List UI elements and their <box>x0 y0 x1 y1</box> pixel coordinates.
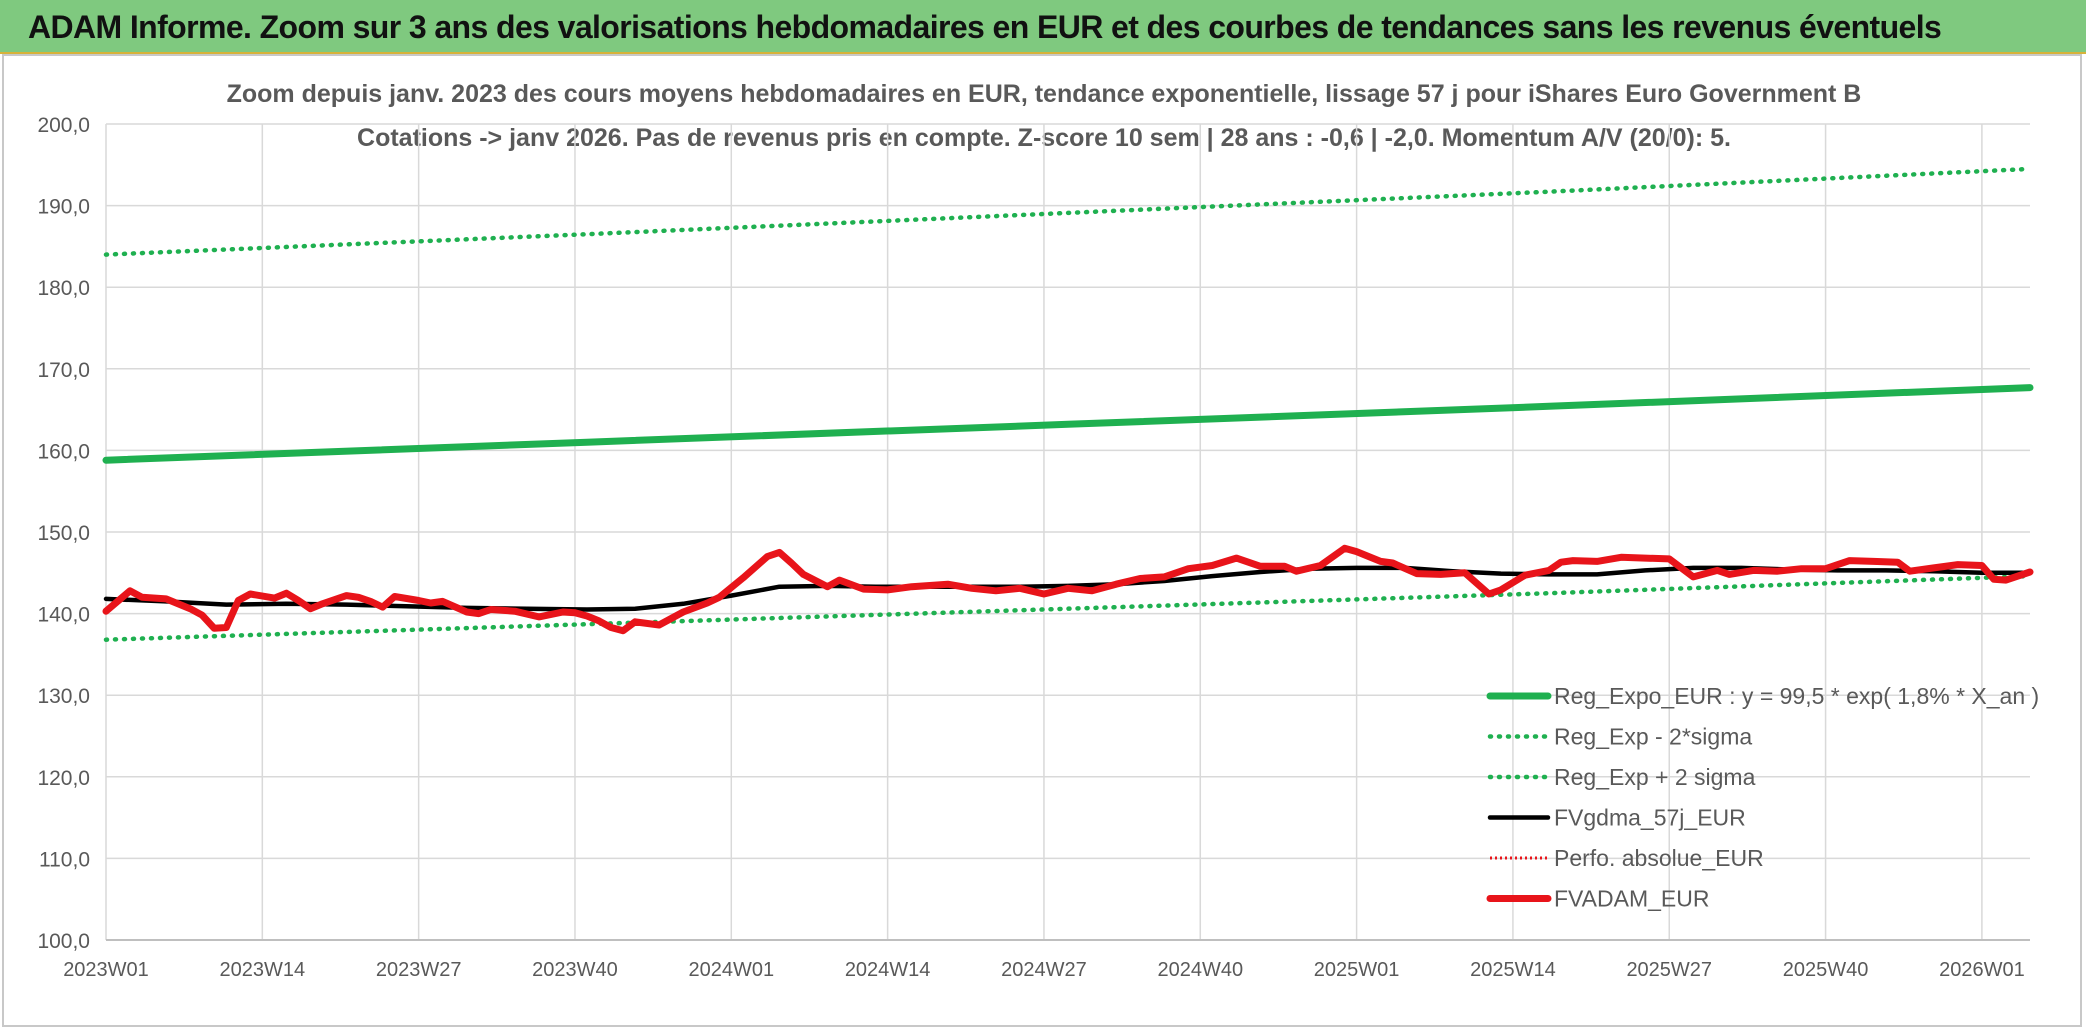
y-tick-label: 200,0 <box>37 114 90 137</box>
legend-label-4: Perfo. absolue_EUR <box>1554 845 1764 871</box>
line-chart: Zoom depuis janv. 2023 des cours moyens … <box>37 80 2039 981</box>
y-tick-label: 110,0 <box>39 848 90 871</box>
y-tick-label: 140,0 <box>37 604 90 627</box>
series-line-0 <box>102 384 2034 464</box>
legend-label-2: Reg_Exp + 2 sigma <box>1554 764 1756 790</box>
legend-label-3: FVgdma_57j_EUR <box>1554 805 1746 831</box>
x-tick-label: 2024W40 <box>1157 959 1243 981</box>
x-tick-label: 2023W14 <box>220 959 306 981</box>
series-line-5 <box>102 544 2034 635</box>
x-tick-label: 2023W40 <box>532 959 618 981</box>
x-tick-label: 2023W01 <box>63 959 149 981</box>
legend-label-1: Reg_Exp - 2*sigma <box>1554 724 1752 750</box>
y-tick-label: 120,0 <box>37 767 90 790</box>
x-tick-label: 2024W27 <box>1001 959 1087 981</box>
y-tick-label: 190,0 <box>37 196 90 219</box>
x-tick-label: 2024W14 <box>845 959 931 981</box>
y-tick-label: 130,0 <box>37 685 90 708</box>
legend-label-5: FVADAM_EUR <box>1554 886 1710 912</box>
grid-lines <box>105 123 2030 941</box>
report-title: ADAM Informe. Zoom sur 3 ans des valoris… <box>28 9 1942 45</box>
y-tick-label: 100,0 <box>37 930 90 953</box>
y-tick-label: 160,0 <box>37 440 90 463</box>
x-tick-label: 2025W14 <box>1470 959 1556 981</box>
y-tick-label: 180,0 <box>37 277 90 300</box>
x-tick-label: 2025W40 <box>1783 959 1869 981</box>
series-lines <box>102 166 2034 642</box>
axis-labels: 100,0 110,0 120,0 130,0 140,0 150,0 160,0 170,0… <box>37 114 2030 981</box>
y-tick-label: 170,0 <box>37 359 90 382</box>
x-tick-label: 2025W01 <box>1314 959 1400 981</box>
legend-label-0: Reg_Expo_EUR : y = 99,5 * exp( 1,8% * X_… <box>1554 683 2039 709</box>
legend: Reg_Expo_EUR : y = 99,5 * exp( 1,8% * X_… <box>1486 683 2039 912</box>
x-tick-label: 2023W27 <box>376 959 462 981</box>
y-tick-label: 150,0 <box>37 522 90 545</box>
series-line-1 <box>103 573 2033 642</box>
x-tick-label: 2024W01 <box>688 959 774 981</box>
report-header: ADAM Informe. Zoom sur 3 ans des valoris… <box>0 0 2086 54</box>
x-tick-label: 2025W27 <box>1626 959 1712 981</box>
series-line-2 <box>103 166 2033 257</box>
chart-title-line1: Zoom depuis janv. 2023 des cours moyens … <box>227 80 1862 108</box>
chart-frame: Zoom depuis janv. 2023 des cours moyens … <box>2 54 2082 1027</box>
x-tick-label: 2026W01 <box>1939 959 2025 981</box>
